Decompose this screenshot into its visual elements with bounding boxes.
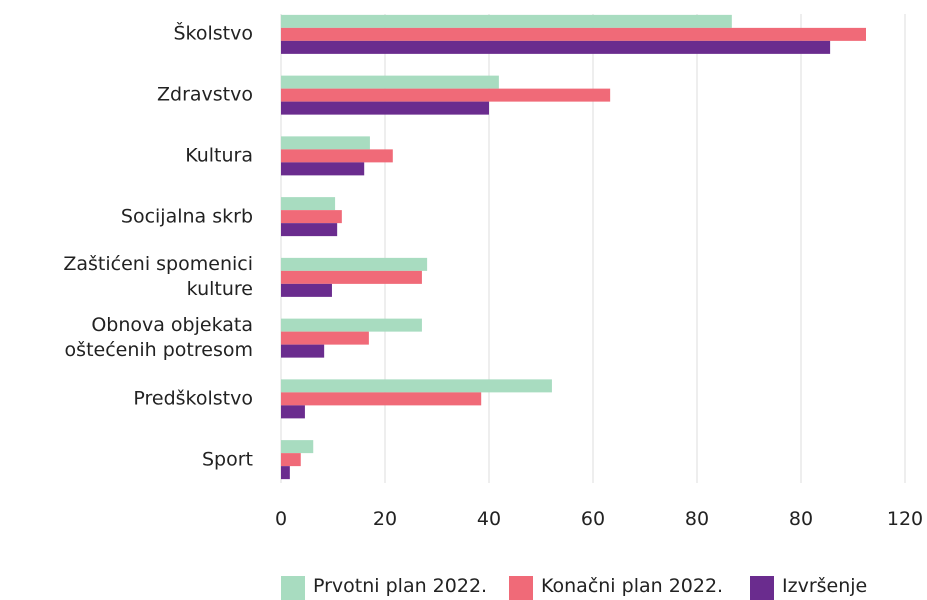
x-tick-label: 0 bbox=[274, 508, 288, 530]
legend-swatch bbox=[281, 576, 305, 600]
bar bbox=[281, 101, 489, 115]
bar bbox=[281, 392, 482, 406]
y-tick-label: Sport bbox=[201, 448, 253, 471]
x-tick-label: 20 bbox=[372, 508, 398, 530]
bar bbox=[281, 210, 342, 224]
bar bbox=[281, 270, 422, 284]
bar bbox=[281, 257, 428, 271]
bar bbox=[281, 453, 301, 467]
legend-swatch bbox=[509, 576, 533, 600]
bar bbox=[281, 283, 332, 297]
legend-swatch bbox=[750, 576, 774, 600]
bar bbox=[281, 136, 370, 150]
y-tick-label: Socijalna skrb bbox=[120, 205, 253, 228]
legend-label: Izvršenje 2022. bbox=[782, 575, 868, 597]
x-tick-label: 80 bbox=[684, 508, 710, 530]
y-tick-label: Zdravstvo bbox=[157, 83, 253, 106]
bar bbox=[281, 331, 369, 345]
legend-label: Konačni plan 2022. bbox=[541, 575, 724, 597]
bar bbox=[281, 40, 831, 54]
x-tick-label: 40 bbox=[476, 508, 502, 530]
legend-label: Prvotni plan 2022. bbox=[313, 575, 488, 597]
bar bbox=[281, 223, 338, 237]
bar bbox=[281, 162, 365, 176]
bar bbox=[281, 197, 336, 211]
bar bbox=[281, 27, 866, 41]
y-tick-label: Obnova objekata oštećenih potresom bbox=[64, 314, 253, 362]
bar bbox=[281, 14, 732, 28]
x-tick-label: 120 bbox=[886, 508, 924, 530]
bar bbox=[281, 149, 393, 163]
x-tick-label: 80 bbox=[788, 508, 814, 530]
x-tick-label: 60 bbox=[580, 508, 606, 530]
y-tick-label: Predškolstvo bbox=[133, 387, 253, 410]
bar bbox=[281, 379, 552, 393]
bar bbox=[281, 318, 422, 332]
y-tick-label: Školstvo bbox=[173, 22, 253, 45]
y-tick-label: Kultura bbox=[185, 144, 253, 167]
bar bbox=[281, 405, 305, 419]
bar bbox=[281, 466, 290, 480]
bar bbox=[281, 75, 499, 89]
bar bbox=[281, 344, 325, 358]
bar bbox=[281, 440, 314, 454]
bar bbox=[281, 88, 611, 102]
y-tick-label: Zaštićeni spomenici kulture bbox=[63, 253, 253, 301]
